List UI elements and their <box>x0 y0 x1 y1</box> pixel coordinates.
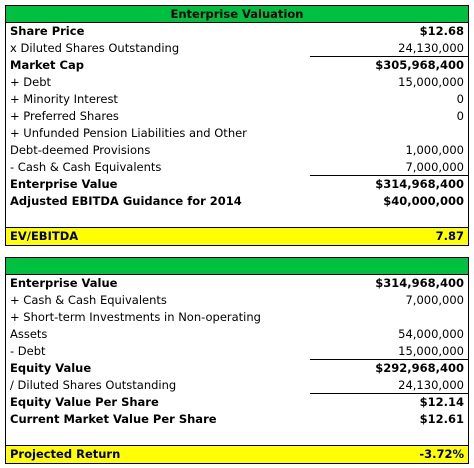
valuation-table: Enterprise Valuation Share Price $12.68 x… <box>5 5 469 246</box>
row-label: + Preferred Shares <box>10 109 119 123</box>
row-label: - Debt <box>10 344 46 358</box>
row-value: 0 <box>456 109 464 123</box>
row-label: - Cash & Cash Equivalents <box>10 160 162 174</box>
returns-table: Enterprise Value $314,968,400 + Cash & Ca… <box>5 257 469 464</box>
row-value: $314,968,400 <box>375 177 464 191</box>
row-value: 1,000,000 <box>405 143 464 157</box>
result-row: Projected Return -3.72% <box>6 445 468 463</box>
row-value: $314,968,400 <box>375 276 464 290</box>
row-label: Market Cap <box>10 58 84 72</box>
row-label: Share Price <box>10 24 85 38</box>
row-label: + Unfunded Pension Liabilities and Other <box>10 126 247 140</box>
row-value: 24,130,000 <box>310 377 468 394</box>
result-label: EV/EBITDA <box>10 229 79 243</box>
row-value: $40,000,000 <box>383 194 464 208</box>
row-label: Current Market Value Per Share <box>10 412 217 426</box>
row-label: Equity Value <box>10 361 92 375</box>
result-value: 7.87 <box>435 229 464 243</box>
row-label: + Minority Interest <box>10 92 118 106</box>
row-label: Adjusted EBITDA Guidance for 2014 <box>10 194 242 208</box>
table-header: Enterprise Valuation <box>6 6 468 23</box>
row-value: $12.68 <box>419 24 464 38</box>
row-label: Debt-deemed Provisions <box>10 143 151 157</box>
row-value: $292,968,400 <box>375 361 464 375</box>
row-value: 24,130,000 <box>310 40 468 57</box>
result-row: EV/EBITDA 7.87 <box>6 227 468 245</box>
row-value: 7,000,000 <box>310 159 468 176</box>
row-value: 7,000,000 <box>405 293 464 307</box>
row-value: $12.61 <box>419 412 464 426</box>
row-label: + Short-term Investments in Non-operatin… <box>10 310 261 324</box>
row-value: $12.14 <box>419 395 464 409</box>
row-value: $305,968,400 <box>375 58 464 72</box>
row-value: 15,000,000 <box>398 75 464 89</box>
row-label: Equity Value Per Share <box>10 395 159 409</box>
row-label: + Cash & Cash Equivalents <box>10 293 167 307</box>
table-header <box>6 258 468 275</box>
row-label: x Diluted Shares Outstanding <box>10 41 180 55</box>
row-label: + Debt <box>10 75 52 89</box>
result-label: Projected Return <box>10 447 121 461</box>
row-value: 0 <box>456 92 464 106</box>
row-label: Enterprise Value <box>10 177 118 191</box>
row-label: Enterprise Value <box>10 276 118 290</box>
row-value: 54,000,000 <box>398 327 464 341</box>
row-label: Assets <box>10 327 48 341</box>
row-label: / Diluted Shares Outstanding <box>10 378 177 392</box>
row-value: 15,000,000 <box>310 343 468 360</box>
result-value: -3.72% <box>419 447 464 461</box>
